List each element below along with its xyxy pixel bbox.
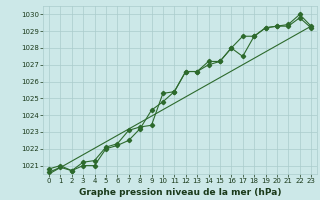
- X-axis label: Graphe pression niveau de la mer (hPa): Graphe pression niveau de la mer (hPa): [79, 188, 281, 197]
